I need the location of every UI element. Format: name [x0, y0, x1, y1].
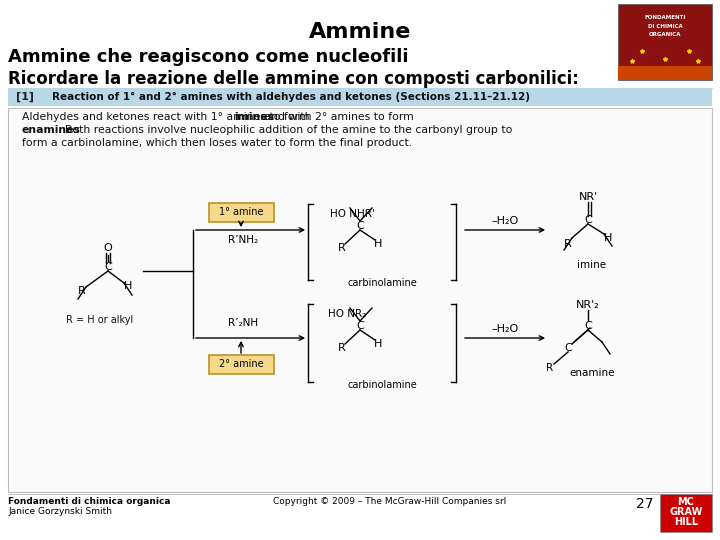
Text: MC: MC	[678, 497, 694, 508]
FancyBboxPatch shape	[618, 66, 712, 80]
Text: Aldehydes and ketones react with 1° amines to form: Aldehydes and ketones react with 1° amin…	[22, 112, 313, 122]
Text: DI CHIMICA: DI CHIMICA	[647, 24, 683, 29]
Text: H: H	[124, 281, 132, 291]
FancyBboxPatch shape	[660, 494, 712, 532]
Text: C: C	[584, 321, 592, 331]
Text: H: H	[374, 339, 382, 349]
Text: NR': NR'	[578, 192, 598, 202]
Text: enamine: enamine	[570, 368, 615, 378]
Text: Ammine: Ammine	[309, 22, 411, 42]
Text: C: C	[564, 343, 572, 353]
Text: R: R	[564, 239, 572, 249]
Text: imine: imine	[577, 260, 606, 270]
FancyBboxPatch shape	[8, 108, 712, 492]
Text: R’₂NH: R’₂NH	[228, 318, 258, 328]
Text: 1° amine: 1° amine	[219, 207, 264, 217]
Text: NR'₂: NR'₂	[576, 300, 600, 310]
Text: C: C	[356, 221, 364, 231]
Text: H: H	[604, 233, 612, 243]
Text: Reaction of 1° and 2° amines with aldehydes and ketones (Sections 21.11–21.12): Reaction of 1° and 2° amines with aldehy…	[52, 92, 530, 102]
Text: R: R	[546, 363, 554, 373]
Text: R = H or alkyl: R = H or alkyl	[66, 315, 134, 325]
Text: HO NR₂: HO NR₂	[328, 309, 366, 319]
Text: HILL: HILL	[674, 517, 698, 527]
FancyBboxPatch shape	[618, 4, 712, 80]
Text: [1]: [1]	[16, 92, 34, 102]
Text: . Both reactions involve nucleophilic addition of the amine to the carbonyl grou: . Both reactions involve nucleophilic ad…	[58, 125, 513, 135]
Text: enamines: enamines	[22, 125, 81, 135]
Text: 27: 27	[636, 497, 654, 511]
Text: FONDAMENTI: FONDAMENTI	[644, 15, 685, 20]
Text: and with 2° amines to form: and with 2° amines to form	[261, 112, 413, 122]
Text: Copyright © 2009 – The McGraw-Hill Companies srl: Copyright © 2009 – The McGraw-Hill Compa…	[274, 497, 507, 507]
Text: Ammine che reagiscono come nucleofili: Ammine che reagiscono come nucleofili	[8, 48, 408, 66]
Text: R: R	[338, 343, 346, 353]
FancyBboxPatch shape	[209, 202, 274, 221]
Text: Ricordare la reazione delle ammine con composti carbonilici:: Ricordare la reazione delle ammine con c…	[8, 70, 579, 88]
Text: form a carbinolamine, which then loses water to form the final product.: form a carbinolamine, which then loses w…	[22, 138, 412, 148]
Text: R: R	[78, 286, 86, 296]
Text: R: R	[338, 243, 346, 253]
Text: H: H	[374, 239, 382, 249]
Text: C: C	[104, 262, 112, 272]
Text: R’NH₂: R’NH₂	[228, 235, 258, 245]
FancyBboxPatch shape	[209, 354, 274, 374]
Text: HO NHR': HO NHR'	[330, 209, 374, 219]
Text: carbinolamine: carbinolamine	[347, 380, 417, 390]
Text: C: C	[356, 321, 364, 331]
Text: GRAW: GRAW	[670, 507, 703, 517]
Text: 2° amine: 2° amine	[219, 359, 264, 369]
Text: C: C	[584, 215, 592, 225]
Text: Fondamenti di chimica organica: Fondamenti di chimica organica	[8, 497, 171, 506]
Text: –H₂O: –H₂O	[491, 216, 518, 226]
Text: –H₂O: –H₂O	[491, 324, 518, 334]
Text: Janice Gorzynski Smith: Janice Gorzynski Smith	[8, 507, 112, 516]
Text: carbinolamine: carbinolamine	[347, 278, 417, 288]
FancyBboxPatch shape	[8, 88, 712, 106]
Text: ORGANICA: ORGANICA	[649, 32, 681, 37]
Text: imines: imines	[234, 112, 274, 122]
Text: O: O	[104, 243, 112, 253]
